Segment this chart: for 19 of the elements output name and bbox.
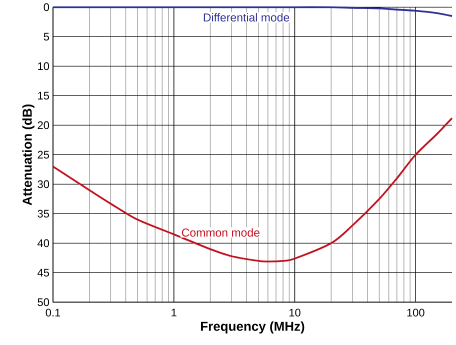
series-label: Differential mode	[204, 13, 290, 22]
y-tick-label: 30	[38, 180, 50, 188]
y-tick-label: 45	[38, 268, 50, 276]
x-tick-label: 0.1	[46, 308, 60, 316]
y-tick-label: 50	[38, 298, 50, 306]
y-tick-label: 10	[38, 62, 50, 70]
x-tick-label: 10	[289, 308, 300, 316]
x-tick-label: 1	[172, 308, 176, 316]
y-tick-label: 20	[38, 121, 50, 130]
y-tick-label: 5	[44, 32, 50, 40]
y-tick-label: 35	[38, 210, 50, 218]
y-tick-label: 40	[38, 239, 50, 248]
x-tick-label: 100	[407, 308, 424, 316]
y-tick-label: 0	[44, 3, 50, 12]
x-axis-title: Frequency (MHz)	[201, 321, 304, 334]
series-label: Common mode	[182, 228, 260, 237]
y-tick-label: 15	[38, 92, 50, 100]
y-tick-label: 25	[38, 150, 50, 159]
y-axis-title: Attenuation (dB)	[22, 104, 34, 206]
